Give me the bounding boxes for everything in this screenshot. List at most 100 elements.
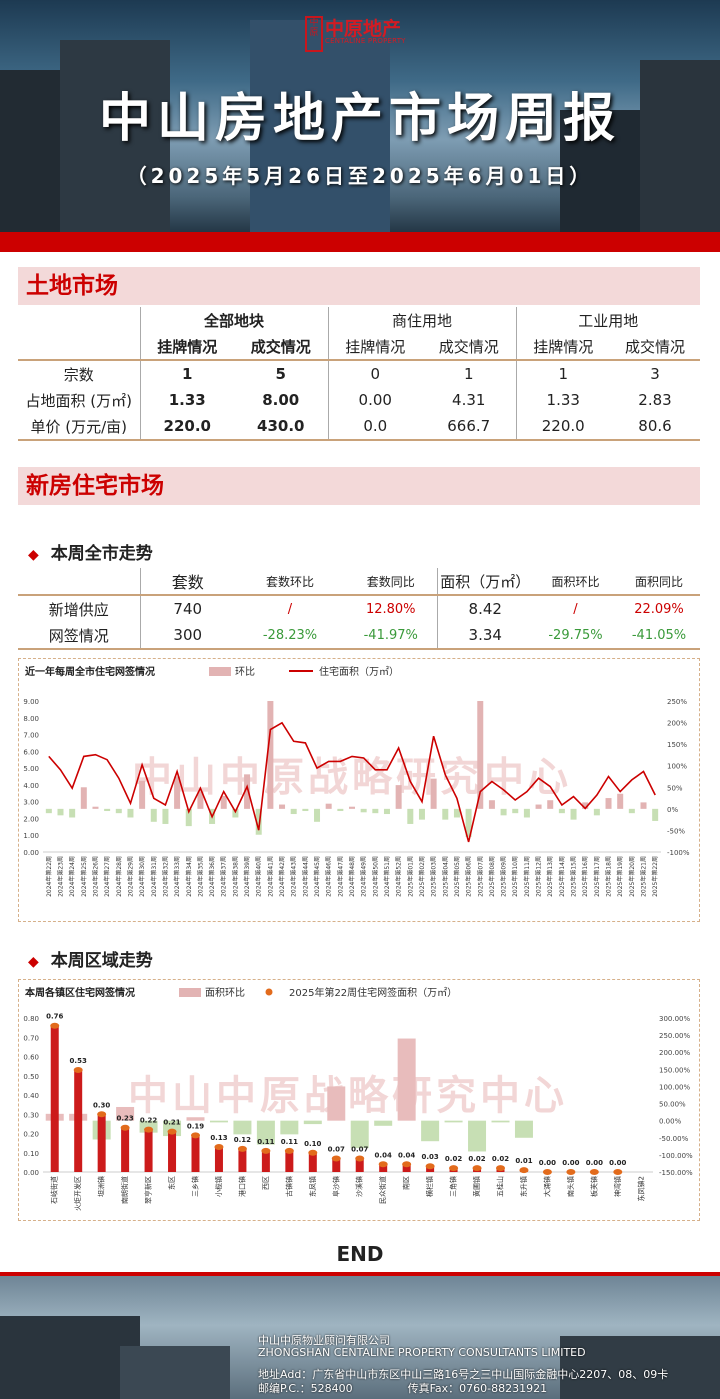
wow-bar — [280, 1120, 299, 1135]
city-weekly-chart: 中山中原战略研究中心 近一年每周全市住宅网签情况 环比 住宅面积（万㎡） 0.00 1.0… — [18, 658, 700, 922]
area-bar — [144, 1129, 153, 1172]
category-label: 石岐街道 — [50, 1176, 59, 1204]
land-group-all: 全部地块 — [140, 307, 329, 333]
area-bar — [285, 1150, 294, 1172]
cell: 3.34 — [468, 626, 502, 644]
area-bar-cap — [120, 1124, 130, 1131]
area-bar — [121, 1127, 130, 1172]
wow-bar — [327, 1086, 346, 1121]
category-label: 2024年第44周 — [301, 856, 309, 897]
wow-bar — [383, 808, 390, 815]
category-label: 2024年第28周 — [115, 856, 123, 897]
wow-bar — [360, 808, 367, 813]
category-label: 东区 — [167, 1176, 176, 1190]
data-label: 0.53 — [70, 1057, 87, 1065]
area-bar — [261, 1150, 270, 1172]
cell: 0.00 — [358, 391, 392, 409]
wow-bar — [421, 1120, 440, 1142]
footer-address: 地址Add：广东省中山市东区中山三路16号之三中山国际金融中心2207、08、0… — [258, 1368, 669, 1381]
area-bar — [402, 1164, 411, 1172]
report-period: （2025年5月26日至2025年6月01日） — [126, 164, 594, 188]
area-bar — [332, 1158, 341, 1172]
wow-bar — [197, 791, 204, 809]
left-tick-label: 3.00 — [23, 799, 39, 807]
cell: 80.6 — [638, 417, 672, 435]
wow-bar — [512, 808, 519, 814]
wow-bar — [69, 808, 76, 818]
category-label: 港口镇 — [237, 1176, 246, 1197]
data-label: 0.01 — [515, 1157, 532, 1165]
wow-bar — [279, 804, 286, 809]
wow-bar — [303, 1120, 322, 1125]
area-bar-cap — [472, 1165, 482, 1172]
city-trend-heading: ◆ 本周全市走势 — [28, 539, 153, 564]
data-label: 0.07 — [351, 1146, 368, 1154]
category-label: 2025年第01周 — [406, 856, 414, 897]
area-bar-cap — [144, 1126, 154, 1133]
area-bar — [238, 1148, 247, 1172]
data-label: 0.10 — [304, 1140, 321, 1148]
area-bar-cap — [449, 1165, 459, 1172]
cell: 12.80% — [345, 595, 438, 622]
area-bar — [191, 1135, 200, 1172]
land-group-residential: 商住用地 — [328, 307, 517, 333]
category-label: 2025年第22周 — [651, 856, 659, 897]
wow-bar — [593, 808, 600, 816]
wow-bar — [488, 800, 495, 809]
chart-title: 本周各镇区住宅网签情况 — [25, 986, 135, 999]
region-trend-heading: ◆ 本周区域走势 — [28, 946, 153, 971]
wow-bar — [185, 808, 192, 827]
left-tick-label: 0.10 — [23, 1150, 39, 1158]
land-row-area: 占地面积 (万㎡) 1.33 8.00 0.00 4.31 1.33 2.83 — [18, 387, 700, 413]
wow-bar — [220, 795, 227, 809]
area-bar-cap — [613, 1169, 623, 1175]
data-label: 0.04 — [375, 1151, 392, 1159]
row-label: 网签情况 — [18, 622, 141, 649]
city-col: 套数 — [171, 573, 204, 592]
footer-company-en: ZHONGSHAN CENTALINE PROPERTY CONSULTANTS… — [258, 1346, 586, 1359]
left-tick-label: 0.30 — [23, 1111, 39, 1119]
category-label: 板芙镇 — [589, 1176, 598, 1197]
category-label: 2024年第48周 — [348, 856, 356, 897]
right-tick-label: 200% — [667, 720, 687, 728]
row-label: 占地面积 (万㎡) — [18, 387, 141, 413]
wow-bar — [372, 808, 379, 814]
category-label: 2024年第24周 — [68, 856, 76, 897]
right-tick-label: 50.00% — [659, 1101, 686, 1109]
category-label: 2024年第27周 — [103, 856, 111, 897]
header-banner: 中原 中原地产 CENTALINE PROPERTY 中山房地产市场周报 （20… — [0, 0, 720, 232]
cell: -29.75% — [548, 627, 603, 643]
area-bar-cap — [402, 1161, 412, 1168]
end-mark: END — [336, 1242, 384, 1266]
wow-bar — [582, 802, 589, 809]
right-tick-label: 50% — [667, 784, 683, 792]
cell: 1 — [422, 360, 517, 387]
category-label: 2024年第43周 — [290, 856, 298, 897]
category-label: 2025年第10周 — [511, 856, 519, 897]
category-label: 2024年第22周 — [45, 856, 53, 897]
area-bar-cap — [167, 1128, 177, 1135]
category-label: 东凤镇2 — [636, 1176, 645, 1201]
wow-bar — [617, 793, 624, 809]
data-label: 0.12 — [234, 1136, 251, 1144]
left-tick-label: 8.00 — [23, 715, 39, 723]
wow-bar — [325, 803, 332, 809]
right-tick-label: -100.00% — [659, 1152, 693, 1160]
wow-bar — [302, 808, 309, 812]
cell: / — [573, 601, 578, 617]
land-subcol: 挂牌情况 — [157, 337, 218, 356]
category-label: 2024年第32周 — [161, 856, 169, 897]
data-label: 0.11 — [257, 1138, 274, 1146]
land-subcol: 成交情况 — [234, 333, 329, 360]
data-label: 0.00 — [609, 1159, 626, 1167]
data-label: 0.19 — [187, 1122, 204, 1130]
cell: 300 — [173, 626, 203, 644]
category-label: 2024年第47周 — [336, 856, 344, 897]
land-subcol: 成交情况 — [624, 337, 685, 356]
cell: 0 — [370, 365, 381, 383]
left-tick-label: 0.60 — [23, 1054, 39, 1062]
wow-bar — [255, 808, 262, 835]
category-label: 2025年第14周 — [558, 856, 566, 897]
wow-bar — [570, 808, 577, 820]
area-bar — [379, 1164, 388, 1172]
